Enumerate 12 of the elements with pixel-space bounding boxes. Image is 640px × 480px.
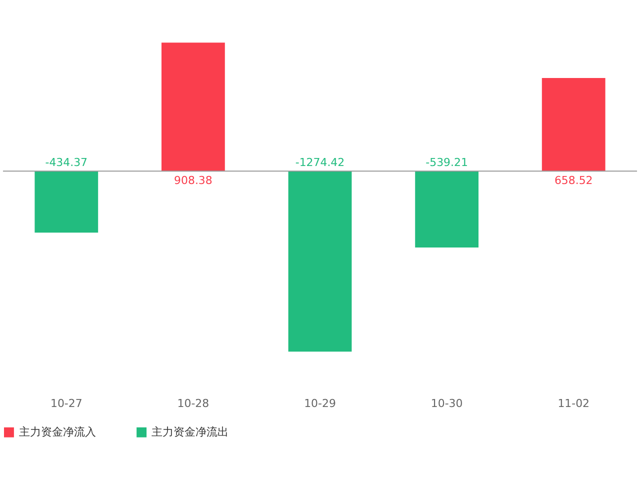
data-label: 908.38: [174, 174, 212, 188]
x-tick-label: 11-02: [558, 396, 590, 410]
x-tick-label: 10-28: [177, 396, 210, 410]
x-tick-label: 10-29: [304, 396, 336, 410]
x-tick-label: 10-30: [430, 396, 463, 410]
data-label: -539.21: [426, 156, 468, 170]
data-label: -434.37: [45, 156, 88, 170]
legend-label: 主力资金净流出: [152, 425, 229, 438]
data-label: 658.52: [554, 174, 593, 188]
x-tick-label: 10-27: [50, 396, 82, 410]
data-label: -1274.42: [295, 156, 345, 170]
legend-label: 主力资金净流入: [18, 425, 96, 438]
